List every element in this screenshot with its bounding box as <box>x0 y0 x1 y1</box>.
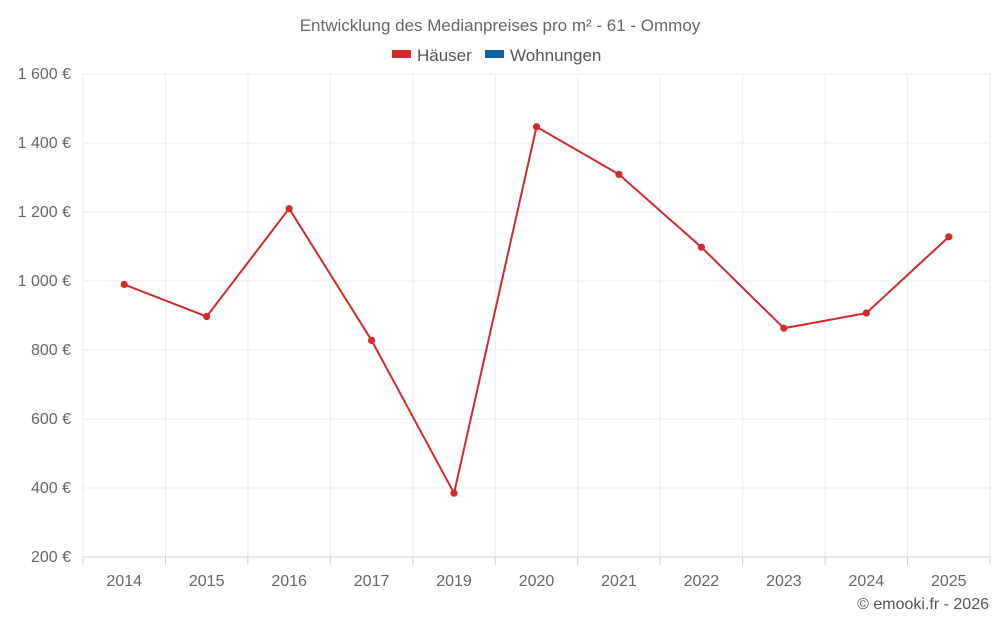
x-tick-label: 2025 <box>931 573 967 590</box>
y-axis-ticks: 200 € 400 € 600 € 800 € 1 000 € 1 200 € 1 400 … <box>18 66 71 566</box>
data-point[interactable] <box>367 336 376 344</box>
x-tick-label: 2019 <box>436 573 472 590</box>
data-point[interactable] <box>203 312 211 321</box>
chart-title: Entwicklung des Medianpreises pro m² - 6… <box>300 16 701 35</box>
data-point[interactable] <box>450 489 458 497</box>
data-point[interactable] <box>120 280 128 289</box>
data-point[interactable] <box>862 309 870 317</box>
x-axis-ticks: 2014 2015 2016 2017 2019 2020 2021 2022 2023 2024… <box>82 556 991 590</box>
grid <box>82 73 991 557</box>
y-tick-label: 400 € <box>31 480 71 497</box>
data-point[interactable] <box>615 170 623 178</box>
data-point[interactable] <box>697 243 706 251</box>
legend-label-wohnungen[interactable]: Wohnungen <box>510 46 601 65</box>
data-point[interactable] <box>780 324 788 332</box>
x-tick-label: 2017 <box>354 573 390 590</box>
y-tick-label: 600 € <box>31 411 71 428</box>
data-point[interactable] <box>285 204 293 213</box>
series-layer <box>120 123 953 497</box>
x-tick-label: 2023 <box>766 573 802 590</box>
y-tick-label: 1 000 € <box>18 273 71 290</box>
y-tick-label: 1 200 € <box>18 204 71 221</box>
x-tick-label: 2020 <box>519 573 555 590</box>
legend-label-haeuser[interactable]: Häuser <box>417 46 472 65</box>
y-tick-label: 1 600 € <box>18 66 71 83</box>
x-tick-label: 2022 <box>684 573 720 590</box>
data-point[interactable] <box>532 123 541 131</box>
x-tick-label: 2014 <box>106 573 142 590</box>
x-tick-label: 2015 <box>189 573 225 590</box>
data-point[interactable] <box>945 233 953 241</box>
y-tick-label: 200 € <box>31 549 71 566</box>
legend-swatch-haeuser <box>392 50 411 58</box>
x-tick-label: 2016 <box>271 573 307 590</box>
y-tick-label: 800 € <box>31 342 71 359</box>
legend-swatch-wohnungen <box>485 50 504 58</box>
x-tick-label: 2021 <box>601 573 637 590</box>
legend: Häuser Wohnungen <box>392 46 601 65</box>
credit-text: © emooki.fr - 2026 <box>857 596 989 613</box>
y-tick-label: 1 400 € <box>18 135 71 152</box>
x-tick-label: 2024 <box>849 573 885 590</box>
